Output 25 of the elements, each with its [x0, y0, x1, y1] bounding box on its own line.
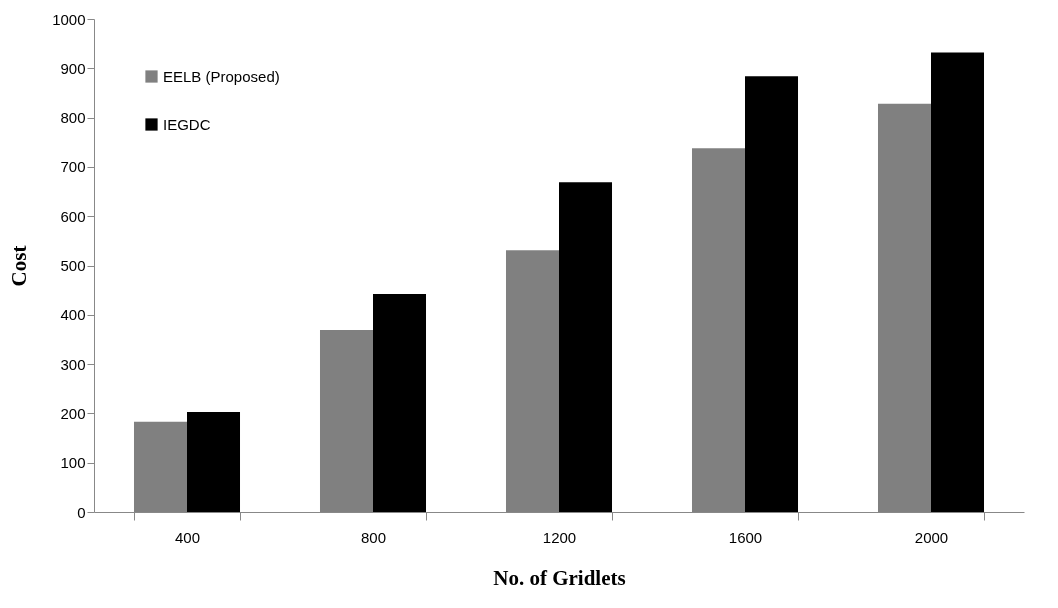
x-tick-label: 800 [360, 528, 387, 546]
bar [931, 52, 985, 512]
x-axis-title: No. of Gridlets [493, 565, 626, 590]
y-tick-label: 500 [60, 257, 86, 274]
x-tick-label: 1200 [542, 528, 577, 546]
y-tick-label: 100 [60, 454, 86, 472]
y-tick-label: 400 [60, 306, 86, 324]
y-tick-label: 0 [77, 503, 86, 521]
legend-label: EELB (Proposed) [163, 67, 280, 85]
y-tick-label: 1000 [52, 10, 86, 28]
bar [373, 294, 427, 512]
bar [559, 182, 613, 512]
x-tick-label: 1600 [728, 528, 763, 546]
bar [187, 411, 241, 512]
y-axis-title: Cost [7, 245, 32, 287]
y-tick-label: 200 [60, 404, 86, 422]
x-tick-label: 400 [174, 528, 201, 546]
y-tick-label: 900 [60, 59, 86, 77]
y-tick-label: 700 [60, 158, 86, 176]
y-tick-label: 600 [60, 207, 86, 225]
y-tick-label: 300 [60, 355, 86, 373]
x-tick-label: 2000 [914, 528, 949, 546]
y-tick-label: 800 [60, 109, 86, 127]
legend-label: IEGDC [163, 115, 211, 133]
bar [745, 76, 799, 512]
